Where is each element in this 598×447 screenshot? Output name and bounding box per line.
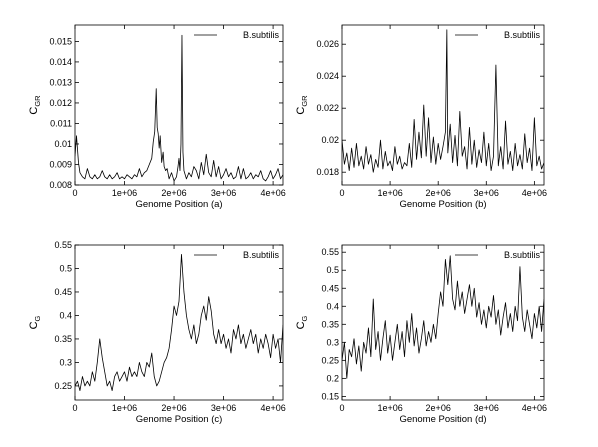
x-tick-label: 1e+06 [112, 188, 137, 198]
y-tick-label: 0.35 [54, 334, 72, 344]
y-tick-label: 0.5 [326, 265, 339, 275]
y-tick-label: 0.25 [54, 381, 72, 391]
y-tick-label: 0.018 [316, 167, 339, 177]
x-axis-title: Genome Position (b) [399, 199, 486, 210]
y-tick-label: 0.026 [316, 39, 339, 49]
x-tick-label: 4e+06 [260, 403, 285, 413]
y-tick-label: 0.35 [321, 319, 339, 329]
panel-b: 0 1e+06 2e+06 3e+06 4e+06 0.018 0.02 0.022 0.024… [295, 24, 547, 210]
y-axis-title: CG [28, 315, 42, 329]
y-tick-label: 0.008 [49, 180, 72, 190]
series-line-d-0 [342, 255, 544, 379]
y-axis-title-main: C [28, 107, 40, 115]
y-tick-label: 0.3 [326, 337, 339, 347]
x-tick-label: 0 [72, 403, 77, 413]
panel-c: 0 1e+06 2e+06 3e+06 4e+06 0.25 0.3 0.35 0.4 0.45 0… [28, 240, 286, 425]
y-axis-title: CGR [28, 95, 42, 115]
x-tick-label: 4e+06 [260, 188, 285, 198]
y-tick-label: 0.014 [49, 57, 72, 67]
x-axis-title: Genome Position (c) [136, 414, 223, 425]
y-tick-label: 0.25 [321, 355, 339, 365]
y-tick-label: 0.01 [54, 139, 72, 149]
x-axis-title: Genome Position (a) [135, 199, 222, 210]
y-tick-label: 0.2 [326, 373, 339, 383]
x-tick-label: 2e+06 [161, 188, 186, 198]
y-tick-label: 0.013 [49, 77, 72, 87]
series-line-c-0 [75, 253, 283, 392]
legend-label: B.subtilis [243, 250, 280, 260]
x-tick-label: 3e+06 [474, 188, 499, 198]
x-tick-label: 0 [72, 188, 77, 198]
y-axis-title-main: C [295, 107, 307, 115]
y-axis-title: CG [295, 315, 309, 329]
y-tick-label: 0.4 [59, 310, 72, 320]
legend-label: B.subtilis [243, 30, 280, 40]
series-line-a-0 [75, 34, 283, 182]
y-tick-label: 0.011 [50, 118, 72, 128]
y-axis-title-subscript: G [33, 315, 42, 321]
y-tick-label: 0.012 [49, 98, 72, 108]
x-tick-label: 1e+06 [112, 403, 137, 413]
x-tick-label: 0 [339, 188, 344, 198]
plot-frame [74, 244, 284, 401]
y-axis-title-subscript: GR [300, 95, 309, 107]
y-tick-label: 0.5 [59, 263, 72, 273]
y-tick-label: 0.022 [316, 103, 339, 113]
plot-frame [74, 24, 284, 186]
x-axis-title: Genome Position (d) [399, 414, 486, 425]
x-tick-label: 3e+06 [211, 403, 236, 413]
x-tick-label: 4e+06 [522, 188, 547, 198]
x-tick-label: 0 [339, 403, 344, 413]
y-tick-label: 0.55 [321, 247, 339, 257]
y-tick-label: 0.55 [54, 240, 72, 250]
y-axis-title-subscript: GR [33, 95, 42, 107]
y-tick-label: 0.3 [59, 357, 72, 367]
x-tick-label: 3e+06 [211, 188, 236, 198]
x-tick-label: 1e+06 [377, 188, 402, 198]
x-tick-label: 2e+06 [426, 188, 451, 198]
x-tick-label: 2e+06 [426, 403, 451, 413]
plot-frame [341, 24, 545, 186]
y-axis-title-main: C [28, 321, 40, 329]
legend-label: B.subtilis [504, 250, 541, 260]
y-tick-label: 0.024 [316, 71, 339, 81]
y-tick-label: 0.015 [49, 36, 72, 46]
y-axis-title-main: C [295, 321, 307, 329]
y-axis-title: CGR [295, 95, 309, 115]
panel-d: 0 1e+06 2e+06 3e+06 4e+06 0.15 0.2 0.25 0.3 0.35 0… [295, 244, 547, 425]
series-line-b-0 [342, 29, 544, 173]
x-tick-label: 3e+06 [474, 403, 499, 413]
y-tick-label: 0.45 [321, 283, 339, 293]
x-tick-label: 4e+06 [522, 403, 547, 413]
y-tick-label: 0.15 [321, 391, 339, 401]
y-tick-label: 0.009 [49, 159, 72, 169]
plot-frame [341, 244, 545, 401]
y-tick-label: 0.02 [321, 135, 339, 145]
panel-a: 0 1e+06 2e+06 3e+06 4e+06 0.008 0.009 0.01 0.011… [28, 24, 286, 210]
y-tick-label: 0.4 [326, 301, 339, 311]
x-tick-label: 2e+06 [161, 403, 186, 413]
x-tick-label: 1e+06 [377, 403, 402, 413]
y-axis-title-subscript: G [300, 315, 309, 321]
y-tick-label: 0.45 [54, 287, 72, 297]
legend-label: B.subtilis [504, 30, 541, 40]
